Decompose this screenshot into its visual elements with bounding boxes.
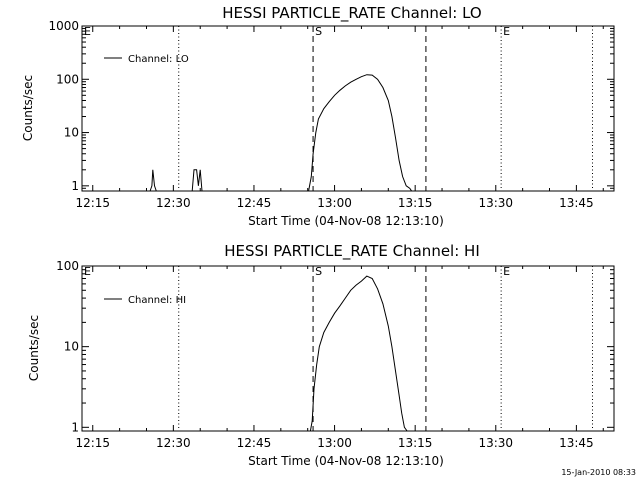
- x-tick-label: 13:00: [317, 196, 352, 210]
- x-axis-label-lo: Start Time (04-Nov-08 12:13:10): [248, 214, 444, 228]
- time-marker-label: S: [315, 25, 322, 38]
- x-tick-label: 12:45: [237, 196, 272, 210]
- chart-title-lo: HESSI PARTICLE_RATE Channel: LO: [222, 4, 481, 23]
- x-tick-label: 12:45: [237, 436, 272, 450]
- time-marker-label: E: [503, 25, 510, 38]
- x-axis-ticks-lo: 12:15 12:30 12:45 13:00 13:15 13:30 13:45: [75, 26, 604, 210]
- x-tick-label: 13:00: [317, 436, 352, 450]
- y-tick-label: 10: [64, 126, 79, 140]
- time-marker-label: E: [503, 265, 510, 278]
- legend-hi: Channel: HI: [104, 295, 186, 306]
- legend-lo: Channel: LO: [104, 54, 189, 65]
- y-axis-label-hi: Counts/sec: [27, 315, 41, 381]
- legend-label-lo: Channel: LO: [128, 54, 189, 65]
- y-axis-ticks-hi: 1 10 100: [56, 259, 614, 434]
- panel-hi: HESSI PARTICLE_RATE Channel: HI E S E 12:1…: [27, 242, 615, 468]
- x-tick-label: 13:45: [559, 436, 594, 450]
- y-axis-label-lo: Counts/sec: [21, 75, 35, 141]
- y-tick-label: 1: [71, 420, 79, 434]
- y-tick-label: 1: [71, 179, 79, 193]
- x-tick-label: 13:15: [398, 436, 433, 450]
- y-tick-label: 100: [56, 259, 79, 273]
- x-tick-label: 12:30: [156, 196, 191, 210]
- series-line-hi: [309, 275, 408, 432]
- x-tick-label: 13:15: [398, 196, 433, 210]
- panel-lo: HESSI PARTICLE_RATE Channel: LO E S E 12:1…: [21, 4, 615, 228]
- x-tick-label: 13:30: [478, 196, 513, 210]
- y-tick-label: 1000: [48, 19, 79, 33]
- x-tick-label: 12:30: [156, 436, 191, 450]
- y-tick-label: 100: [56, 72, 79, 86]
- y-tick-label: 10: [64, 340, 79, 354]
- legend-label-hi: Channel: HI: [128, 295, 186, 306]
- series-line-lo: [149, 74, 413, 192]
- footer-date: 15-Jan-2010 08:33: [561, 468, 636, 477]
- x-axis-ticks-hi: 12:15 12:30 12:45 13:00 13:15 13:30 13:45: [75, 266, 604, 450]
- x-tick-label: 12:15: [75, 196, 110, 210]
- x-tick-label: 13:45: [559, 196, 594, 210]
- plot-frame-hi: [81, 265, 615, 432]
- time-marker-label: S: [315, 265, 322, 278]
- plot-frame-lo: [81, 25, 615, 192]
- x-tick-label: 12:15: [75, 436, 110, 450]
- chart-title-hi: HESSI PARTICLE_RATE Channel: HI: [224, 242, 480, 261]
- time-marker-label: E: [84, 265, 91, 278]
- y-axis-ticks-lo: 1 10 100 1000: [48, 19, 614, 193]
- x-tick-label: 13:30: [478, 436, 513, 450]
- time-marker-label: E: [84, 25, 91, 38]
- x-axis-label-hi: Start Time (04-Nov-08 12:13:10): [248, 454, 444, 468]
